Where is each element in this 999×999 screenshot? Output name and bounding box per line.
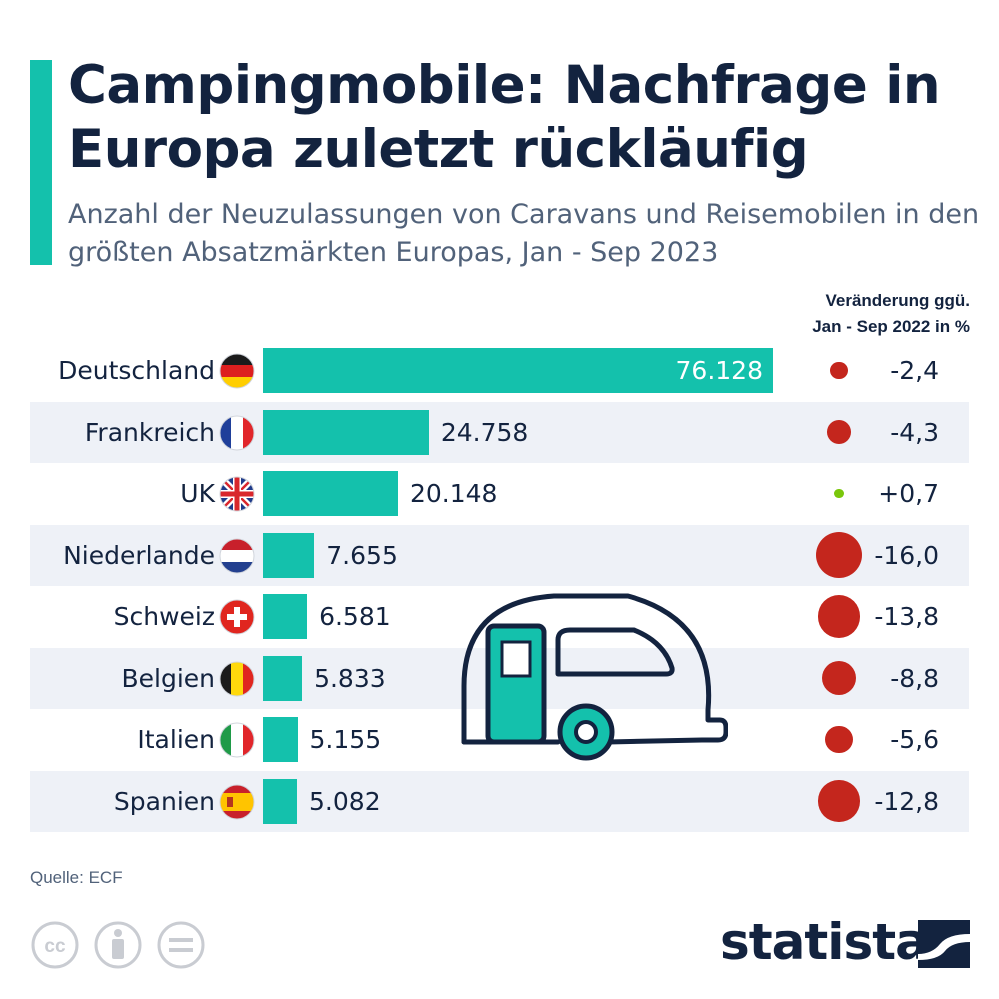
italy-flag-icon — [219, 722, 255, 758]
data-label: 76.128 — [675, 356, 763, 385]
chart-subtitle: Anzahl der Neuzulassungen von Caravans u… — [68, 199, 980, 268]
data-label: 24.758 — [440, 417, 529, 447]
statista-wordmark: statista — [720, 913, 929, 971]
data-label: 7.655 — [326, 540, 398, 570]
change-bubble — [827, 420, 851, 444]
data-label: 5.155 — [309, 725, 382, 754]
tick-label: Spanien — [113, 786, 215, 816]
change-bubble — [818, 780, 860, 822]
bar — [263, 532, 315, 578]
accent-bar — [30, 60, 52, 265]
statista-logo-icon — [918, 920, 970, 968]
by-icon — [94, 921, 142, 969]
chart-row-italien: Italien 5.155 -5,6 — [30, 709, 969, 770]
bar — [263, 409, 429, 455]
change-header-line2: Jan - Sep 2022 in % — [812, 317, 970, 336]
source-note: Quelle: ECF — [30, 868, 123, 887]
caravan-icon — [461, 593, 728, 761]
chart-title: Campingmobile: Nachfrage in Europa zulet… — [68, 55, 941, 180]
data-label: 20.148 — [409, 479, 498, 508]
change-label: -2,4 — [890, 356, 939, 385]
tick-label: Belgien — [121, 663, 215, 693]
data-label: 6.581 — [319, 602, 391, 631]
svg-text:cc: cc — [44, 936, 66, 957]
switzerland-flag-icon — [219, 599, 255, 635]
bar — [263, 717, 298, 762]
tick-label: Frankreich — [84, 417, 215, 447]
data-label: 5.833 — [314, 663, 386, 693]
change-label: -4,3 — [890, 417, 939, 447]
tick-label: Italien — [137, 725, 215, 754]
bar — [263, 778, 298, 824]
france-flag-icon — [219, 415, 255, 450]
uk-flag-icon — [219, 476, 255, 512]
change-label: -16,0 — [874, 540, 939, 570]
change-bubble — [821, 660, 857, 696]
tick-label: UK — [180, 479, 215, 508]
chart-row-niederlande: Niederlande 7.655 -16,0 — [30, 524, 969, 586]
chart-row-deutschland: Deutschland 76.128 -2,4 — [30, 340, 969, 401]
data-label: 5.082 — [309, 786, 381, 816]
license-icons: cc — [31, 921, 205, 969]
bar — [263, 471, 398, 516]
bar — [263, 655, 303, 701]
change-bubble — [817, 595, 861, 638]
change-bubble — [830, 361, 848, 380]
chart-row-uk: UK 20.148 +0,7 — [30, 463, 969, 524]
change-label: -13,8 — [874, 602, 939, 631]
chart-row-schweiz: Schweiz 6.581 -13,8 — [30, 586, 969, 647]
netherlands-flag-icon — [219, 538, 255, 573]
bar — [263, 348, 773, 393]
change-column-header: Veränderung ggü. Jan - Sep 2022 in % — [760, 288, 970, 340]
chart-row-frankreich: Frankreich 24.758 -4,3 — [30, 401, 969, 463]
change-bubble — [825, 725, 853, 754]
cc-icon: cc — [31, 921, 79, 969]
tick-label: Niederlande — [63, 540, 215, 570]
chart-row-spanien: Spanien 5.082 -12,8 — [30, 770, 969, 832]
change-label: -12,8 — [874, 786, 939, 816]
bar — [263, 594, 308, 639]
belgium-flag-icon — [219, 661, 255, 696]
change-bubble — [816, 532, 862, 578]
change-header-line1: Veränderung ggü. — [825, 291, 970, 310]
spain-flag-icon — [219, 784, 255, 819]
change-bubble — [834, 488, 844, 499]
change-label: -8,8 — [890, 663, 939, 693]
germany-flag-icon — [219, 353, 255, 389]
change-label: +0,7 — [878, 479, 939, 508]
change-label: -5,6 — [890, 725, 939, 754]
tick-label: Schweiz — [113, 602, 215, 631]
nd-icon — [157, 921, 205, 969]
tick-label: Deutschland — [58, 356, 215, 385]
